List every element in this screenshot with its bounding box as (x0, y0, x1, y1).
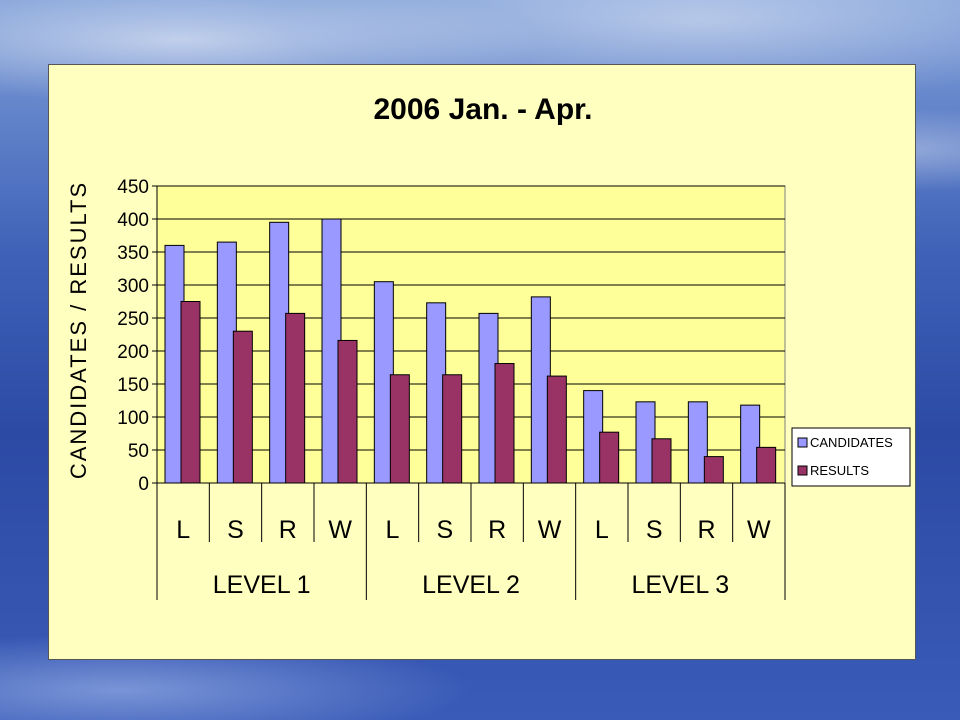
legend-swatch (797, 465, 808, 476)
bar (546, 375, 567, 484)
legend-label: CANDIDATES (810, 435, 893, 450)
x-tick-label: W (328, 516, 352, 544)
x-tick-label: R (488, 516, 506, 544)
y-tick-label: 250 (117, 309, 149, 330)
legend: CANDIDATES RESULTS (791, 427, 911, 487)
legend-swatch (797, 437, 808, 448)
bar (442, 374, 463, 484)
x-tick-label: S (436, 516, 453, 544)
x-tick-label: S (646, 516, 663, 544)
bar (599, 431, 620, 484)
legend-box (791, 427, 911, 487)
x-tick-label: W (747, 516, 771, 544)
bar (180, 301, 201, 484)
y-tick-label: 450 (117, 177, 149, 198)
bar (651, 438, 672, 484)
y-tick-label: 0 (138, 474, 149, 495)
bar (337, 339, 358, 484)
group-label: LEVEL 3 (631, 571, 729, 599)
bar (494, 363, 515, 484)
x-tick-label: S (227, 516, 244, 544)
x-tick-label: R (279, 516, 297, 544)
y-tick-label: 100 (117, 408, 149, 429)
bar (285, 312, 306, 484)
y-axis-label: CANDIDATES / RESULTS (66, 181, 91, 479)
y-tick-label: 50 (128, 441, 149, 462)
y-tick-label: 200 (117, 342, 149, 363)
y-tick-label: 300 (117, 276, 149, 297)
legend-label: RESULTS (810, 463, 869, 478)
bar (703, 456, 724, 484)
plot-background (156, 185, 786, 484)
x-tick-label: L (386, 516, 400, 544)
group-label: LEVEL 1 (213, 571, 311, 599)
y-tick-label: 150 (117, 375, 149, 396)
y-tick-label: 400 (117, 210, 149, 231)
y-tick-label: 350 (117, 243, 149, 264)
x-tick-label: L (595, 516, 609, 544)
bar (756, 446, 777, 484)
bar (232, 330, 253, 484)
group-label: LEVEL 2 (422, 571, 520, 599)
bar (389, 374, 410, 484)
chart-title: 2006 Jan. - Apr. (374, 93, 593, 126)
x-tick-label: L (176, 516, 190, 544)
x-tick-label: W (538, 516, 562, 544)
x-tick-label: R (697, 516, 715, 544)
